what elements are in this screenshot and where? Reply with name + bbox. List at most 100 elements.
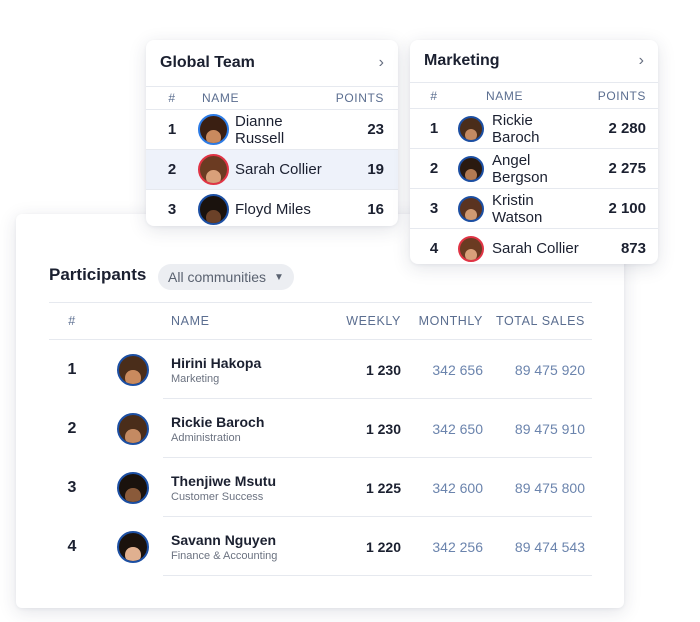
avatar bbox=[117, 471, 149, 504]
community-filter-value: All communities bbox=[168, 269, 267, 285]
marketing-columns: # NAME POINTS bbox=[410, 83, 658, 109]
avatar bbox=[117, 412, 149, 445]
row-department: Customer Success bbox=[171, 490, 264, 503]
row-divider bbox=[163, 457, 592, 458]
table-row[interactable]: 3 Thenjiwe Msutu Customer Success 1 225 342 … bbox=[49, 458, 592, 517]
avatar-cell bbox=[95, 530, 171, 563]
avatar-face bbox=[464, 129, 478, 140]
col-name: NAME bbox=[202, 91, 240, 105]
chevron-down-icon: ▼ bbox=[274, 271, 284, 283]
global-team-header: Global Team › bbox=[146, 40, 398, 87]
row-total-sales: 89 475 800 bbox=[514, 479, 585, 496]
row-person: Thenjiwe Msutu Customer Success bbox=[171, 473, 341, 503]
global-team-title: Global Team bbox=[160, 54, 255, 71]
row-weekly: 1 220 bbox=[365, 538, 401, 555]
col-rank: # bbox=[168, 91, 176, 105]
row-name: Kristin Watson bbox=[492, 191, 543, 226]
avatar bbox=[198, 194, 229, 225]
table-row[interactable]: 2 Rickie Baroch Administration 1 230 342 650… bbox=[49, 399, 592, 458]
row-weekly: 1 230 bbox=[365, 361, 401, 378]
row-rank: 2 bbox=[67, 419, 77, 437]
participants-card: Participants All communities ▼ # NAME WE… bbox=[16, 214, 624, 608]
row-total-sales: 89 475 920 bbox=[514, 361, 585, 378]
avatar bbox=[198, 154, 229, 185]
row-rank: 1 bbox=[429, 120, 439, 137]
row-department: Marketing bbox=[171, 372, 220, 385]
row-points: 23 bbox=[367, 121, 384, 138]
leaderboard-row[interactable]: 3 Floyd Miles 16 bbox=[146, 190, 398, 229]
row-rank: 4 bbox=[429, 240, 439, 257]
avatar bbox=[458, 115, 484, 142]
row-monthly: 342 650 bbox=[432, 420, 483, 437]
marketing-title: Marketing bbox=[424, 52, 500, 69]
row-person: Sarah Collier bbox=[458, 235, 584, 262]
row-rank: 3 bbox=[429, 200, 439, 217]
row-divider bbox=[163, 516, 592, 517]
row-points: 2 275 bbox=[608, 160, 646, 177]
row-name: Thenjiwe Msutu bbox=[171, 472, 276, 489]
avatar bbox=[117, 353, 149, 386]
leaderboard-row[interactable]: 1 Rickie Baroch 2 280 bbox=[410, 109, 658, 149]
leaderboard-row[interactable]: 4 Sarah Collier 873 bbox=[410, 229, 658, 268]
row-name: Dianne Russell bbox=[235, 112, 285, 147]
row-person: Savann Nguyen Finance & Accounting bbox=[171, 532, 341, 562]
avatar-cell bbox=[95, 471, 171, 504]
global-team-card: Global Team › # NAME POINTS 1 Dianne Russ… bbox=[146, 40, 398, 226]
global-team-columns: # NAME POINTS bbox=[146, 87, 398, 110]
leaderboard-row[interactable]: 3 Kristin Watson 2 100 bbox=[410, 189, 658, 229]
chevron-right-icon[interactable]: › bbox=[378, 54, 384, 71]
row-rank: 4 bbox=[67, 537, 77, 555]
row-name: Hirini Hakopa bbox=[171, 354, 262, 371]
row-person: Dianne Russell bbox=[198, 113, 328, 147]
row-weekly: 1 230 bbox=[365, 420, 401, 437]
avatar-face bbox=[206, 210, 221, 223]
avatar bbox=[117, 530, 149, 563]
row-monthly: 342 600 bbox=[432, 479, 483, 496]
row-name: Sarah Collier bbox=[235, 161, 322, 178]
col-points: POINTS bbox=[335, 91, 384, 105]
chevron-right-icon[interactable]: › bbox=[638, 52, 644, 69]
row-person: Rickie Baroch bbox=[458, 112, 584, 146]
avatar-face bbox=[125, 429, 141, 443]
col-name: NAME bbox=[171, 314, 210, 328]
row-points: 2 100 bbox=[608, 200, 646, 217]
row-monthly: 342 256 bbox=[432, 538, 483, 555]
row-department: Finance & Accounting bbox=[171, 549, 278, 562]
row-rank: 2 bbox=[167, 161, 177, 178]
row-rank: 1 bbox=[67, 360, 77, 378]
leaderboard-row[interactable]: 2 Angel Bergson 2 275 bbox=[410, 149, 658, 189]
row-rank: 3 bbox=[167, 201, 177, 218]
avatar-face bbox=[464, 209, 478, 220]
row-points: 873 bbox=[620, 240, 646, 257]
table-row[interactable]: 4 Savann Nguyen Finance & Accounting 1 220 3… bbox=[49, 517, 592, 576]
avatar-face bbox=[125, 370, 141, 384]
row-total-sales: 89 475 910 bbox=[514, 420, 585, 437]
avatar bbox=[198, 114, 229, 145]
col-monthly: MONTHLY bbox=[418, 314, 483, 328]
row-points: 2 280 bbox=[608, 120, 646, 137]
participants-title: Participants bbox=[49, 265, 147, 284]
avatar bbox=[458, 235, 484, 262]
row-name: Sarah Collier bbox=[492, 240, 579, 257]
col-total-sales: TOTAL SALES bbox=[495, 314, 585, 328]
leaderboard-row[interactable]: 1 Dianne Russell 23 bbox=[146, 110, 398, 150]
row-department: Administration bbox=[171, 431, 241, 444]
row-divider bbox=[163, 575, 592, 576]
avatar-cell bbox=[95, 353, 171, 386]
row-weekly: 1 225 bbox=[365, 479, 401, 496]
row-name: Savann Nguyen bbox=[171, 531, 277, 548]
row-person: Hirini Hakopa Marketing bbox=[171, 355, 341, 385]
row-rank: 2 bbox=[429, 160, 439, 177]
avatar-face bbox=[464, 249, 478, 260]
row-name: Angel Bergson bbox=[492, 151, 548, 186]
avatar-face bbox=[125, 547, 141, 561]
leaderboard-row[interactable]: 2 Sarah Collier 19 bbox=[146, 150, 398, 190]
table-row[interactable]: 1 Hirini Hakopa Marketing 1 230 342 656 89 47… bbox=[49, 340, 592, 399]
row-name: Floyd Miles bbox=[235, 201, 311, 218]
row-person: Angel Bergson bbox=[458, 152, 584, 186]
avatar-cell bbox=[95, 412, 171, 445]
community-filter-dropdown[interactable]: All communities ▼ bbox=[158, 264, 294, 290]
avatar-face bbox=[206, 130, 221, 143]
row-divider bbox=[163, 398, 592, 399]
col-weekly: WEEKLY bbox=[346, 314, 401, 328]
